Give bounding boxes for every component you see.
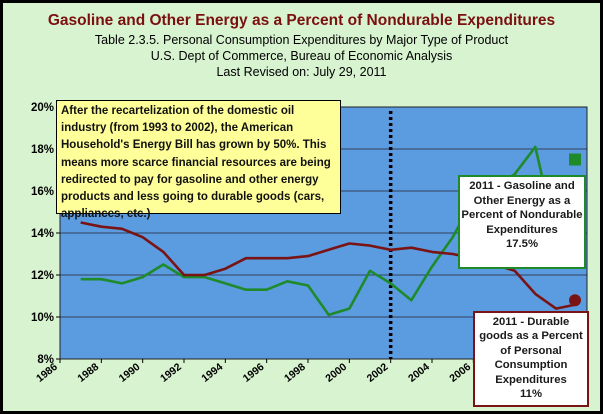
chart-subtitle-table: Table 2.3.5. Personal Consumption Expend… [94, 33, 509, 47]
y-tick-label: 12% [31, 270, 54, 282]
chart-subtitle-source: U.S. Dept of Commerce, Bureau of Economi… [150, 49, 453, 63]
x-tick-label: 1996 [241, 361, 267, 385]
y-tick-label: 14% [31, 228, 54, 240]
y-tick-label: 10% [31, 312, 54, 324]
y-tick-label: 16% [31, 186, 54, 198]
chart-title: Gasoline and Other Energy as a Percent o… [47, 12, 556, 29]
x-tick-label: 1988 [75, 361, 101, 385]
chart-frame: Gasoline and Other Energy as a Percent o… [3, 3, 600, 411]
x-tick-label: 2004 [406, 361, 432, 385]
x-tick-label: 2000 [323, 361, 349, 385]
x-tick-label: 1992 [158, 361, 184, 385]
durable-callout-text: 2011 - Durable goods as a Percent of Per… [479, 316, 583, 386]
energy-2011-marker [569, 153, 581, 166]
durable-callout-value: 11% [520, 388, 542, 401]
durable-2011-marker [569, 294, 581, 307]
energy-callout-text: 2011 - Gasoline and Other Energy as a Pe… [461, 180, 583, 236]
x-tick-label: 1998 [282, 361, 308, 385]
energy-2011-callout: 2011 - Gasoline and Other Energy as a Pe… [458, 175, 586, 269]
recartelization-note: After the recartelization of the domesti… [56, 100, 341, 220]
y-tick-label: 18% [31, 144, 54, 156]
y-tick-label: 20% [31, 102, 54, 114]
durable-2011-callout: 2011 - Durable goods as a Percent of Per… [473, 311, 589, 407]
chart-subtitle-revised: Last Revised on: July 29, 2011 [216, 65, 387, 79]
x-tick-label: 2002 [365, 361, 391, 385]
x-tick-label: 2006 [447, 361, 473, 385]
x-tick-label: 1994 [199, 361, 225, 385]
x-tick-label: 1990 [117, 361, 143, 385]
energy-callout-value: 17.5% [505, 238, 539, 251]
y-tick-label: 8% [37, 354, 54, 366]
